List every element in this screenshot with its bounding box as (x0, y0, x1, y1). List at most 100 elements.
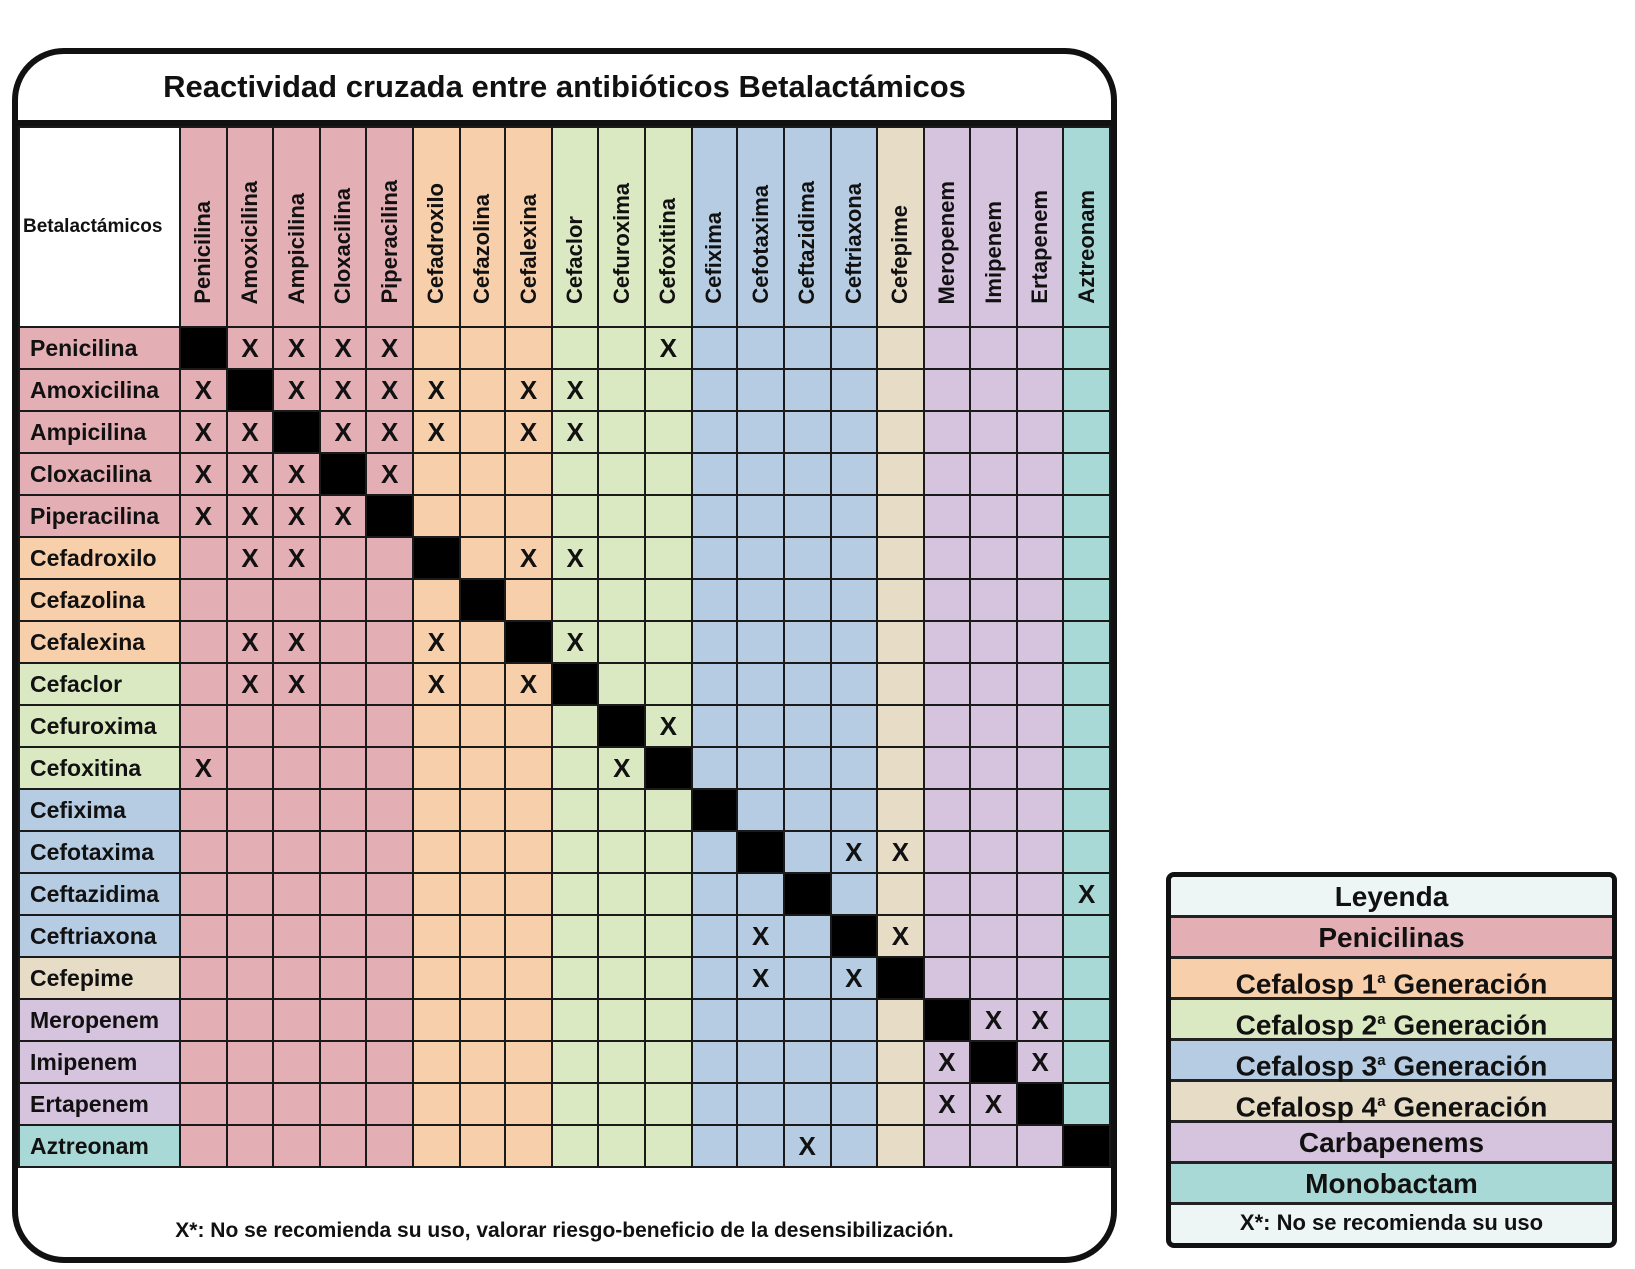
matrix-cell (597, 998, 647, 1042)
column-header-cefadroxilo: Cefadroxilo (412, 126, 461, 328)
column-header-cefaclor: Cefaclor (550, 126, 600, 328)
matrix-cell (550, 1124, 600, 1168)
matrix-cell (412, 1082, 461, 1126)
matrix-cell (922, 662, 972, 706)
cross-reactivity-mark: X (179, 410, 228, 454)
matrix-cell (504, 704, 553, 748)
matrix-cell (644, 494, 693, 538)
matrix-cell (458, 956, 507, 1000)
cross-reactivity-mark: X (318, 368, 368, 412)
matrix-cell (690, 1040, 739, 1084)
matrix-cell (365, 830, 415, 874)
cross-reactivity-mark: X (736, 956, 785, 1000)
matrix-cell (504, 1082, 553, 1126)
matrix-cell (782, 830, 832, 874)
cross-reactivity-mark: X (644, 704, 693, 748)
matrix-cell (829, 998, 879, 1042)
row-header-ampicilina: Ampicilina (18, 410, 182, 454)
matrix-cell (644, 914, 693, 958)
column-header-label: Meropenem (933, 180, 959, 304)
matrix-cell (922, 746, 972, 790)
matrix-cell (458, 1040, 507, 1084)
matrix-cell (876, 578, 925, 622)
matrix-cell (365, 578, 415, 622)
matrix-cell (550, 788, 600, 832)
row-header-penicilina: Penicilina (18, 326, 182, 370)
diagonal-cell (644, 746, 693, 790)
matrix-cell (876, 326, 925, 370)
matrix-cell (690, 914, 739, 958)
column-header-cefuroxima: Cefuroxima (597, 126, 647, 328)
cross-reactivity-mark: X (272, 494, 321, 538)
column-header-label: Cefalexina (515, 193, 541, 304)
matrix-cell (922, 872, 972, 916)
matrix-cell (736, 452, 785, 496)
matrix-cell (412, 1040, 461, 1084)
matrix-cell (969, 662, 1018, 706)
matrix-cell (1062, 452, 1111, 496)
matrix-cell (597, 872, 647, 916)
matrix-cell (922, 1124, 972, 1168)
matrix-cell (458, 1124, 507, 1168)
matrix-cell (1062, 410, 1111, 454)
matrix-cell (829, 326, 879, 370)
matrix-cell (736, 494, 785, 538)
legend-title: Leyenda (1171, 877, 1612, 918)
matrix-cell (644, 1082, 693, 1126)
table-row: Ceftazidima X (18, 872, 1111, 916)
matrix-cell (1062, 578, 1111, 622)
matrix-cell (179, 998, 228, 1042)
matrix-cell (412, 746, 461, 790)
matrix-cell (782, 494, 832, 538)
matrix-cell (829, 788, 879, 832)
matrix-cell (876, 1040, 925, 1084)
diagonal-cell (318, 452, 368, 496)
matrix-cell (969, 956, 1018, 1000)
cross-reactivity-mark: X (272, 452, 321, 496)
matrix-cell (458, 452, 507, 496)
matrix-cell (318, 998, 368, 1042)
cross-reactivity-mark: X (272, 368, 321, 412)
matrix-cell (690, 326, 739, 370)
column-header-amoxicilina: Amoxicilina (225, 126, 275, 328)
legend-item-carbapenems: Carbapenems (1171, 1123, 1612, 1164)
matrix-cell (736, 662, 785, 706)
matrix-container: Betalactámicos Penicilina Amoxicilina Ampi… (18, 126, 1111, 1168)
cross-reactivity-chart: Reactividad cruzada entre antibióticos B… (12, 48, 1117, 1263)
matrix-cell (597, 1040, 647, 1084)
matrix-cell (1062, 704, 1111, 748)
matrix-cell (644, 368, 693, 412)
diagonal-cell (412, 536, 461, 580)
matrix-cell (922, 452, 972, 496)
column-header-cefotaxima: Cefotaxima (736, 126, 785, 328)
cross-reactivity-mark: X (318, 410, 368, 454)
diagonal-cell (365, 494, 415, 538)
matrix-cell (1015, 914, 1065, 958)
matrix-cell (225, 998, 275, 1042)
row-header-meropenem: Meropenem (18, 998, 182, 1042)
matrix-cell (876, 536, 925, 580)
diagonal-cell (829, 914, 879, 958)
matrix-cell (1015, 620, 1065, 664)
matrix-cell (550, 452, 600, 496)
matrix-cell (179, 1040, 228, 1084)
cross-reactivity-mark: X (225, 494, 275, 538)
matrix-cell (179, 1124, 228, 1168)
matrix-cell (318, 956, 368, 1000)
matrix-cell (550, 578, 600, 622)
matrix-cell (782, 1082, 832, 1126)
cross-reactivity-mark: X (550, 620, 600, 664)
cross-reactivity-mark: X (412, 368, 461, 412)
matrix-cell (829, 410, 879, 454)
matrix-cell (969, 410, 1018, 454)
matrix-cell (736, 536, 785, 580)
matrix-cell (365, 536, 415, 580)
diagonal-cell (225, 368, 275, 412)
matrix-cell (458, 746, 507, 790)
matrix-cell (829, 620, 879, 664)
row-header-cefazolina: Cefazolina (18, 578, 182, 622)
row-header-cefoxitina: Cefoxitina (18, 746, 182, 790)
row-header-cefaclor: Cefaclor (18, 662, 182, 706)
matrix-cell (876, 452, 925, 496)
cross-reactivity-mark: X (412, 662, 461, 706)
